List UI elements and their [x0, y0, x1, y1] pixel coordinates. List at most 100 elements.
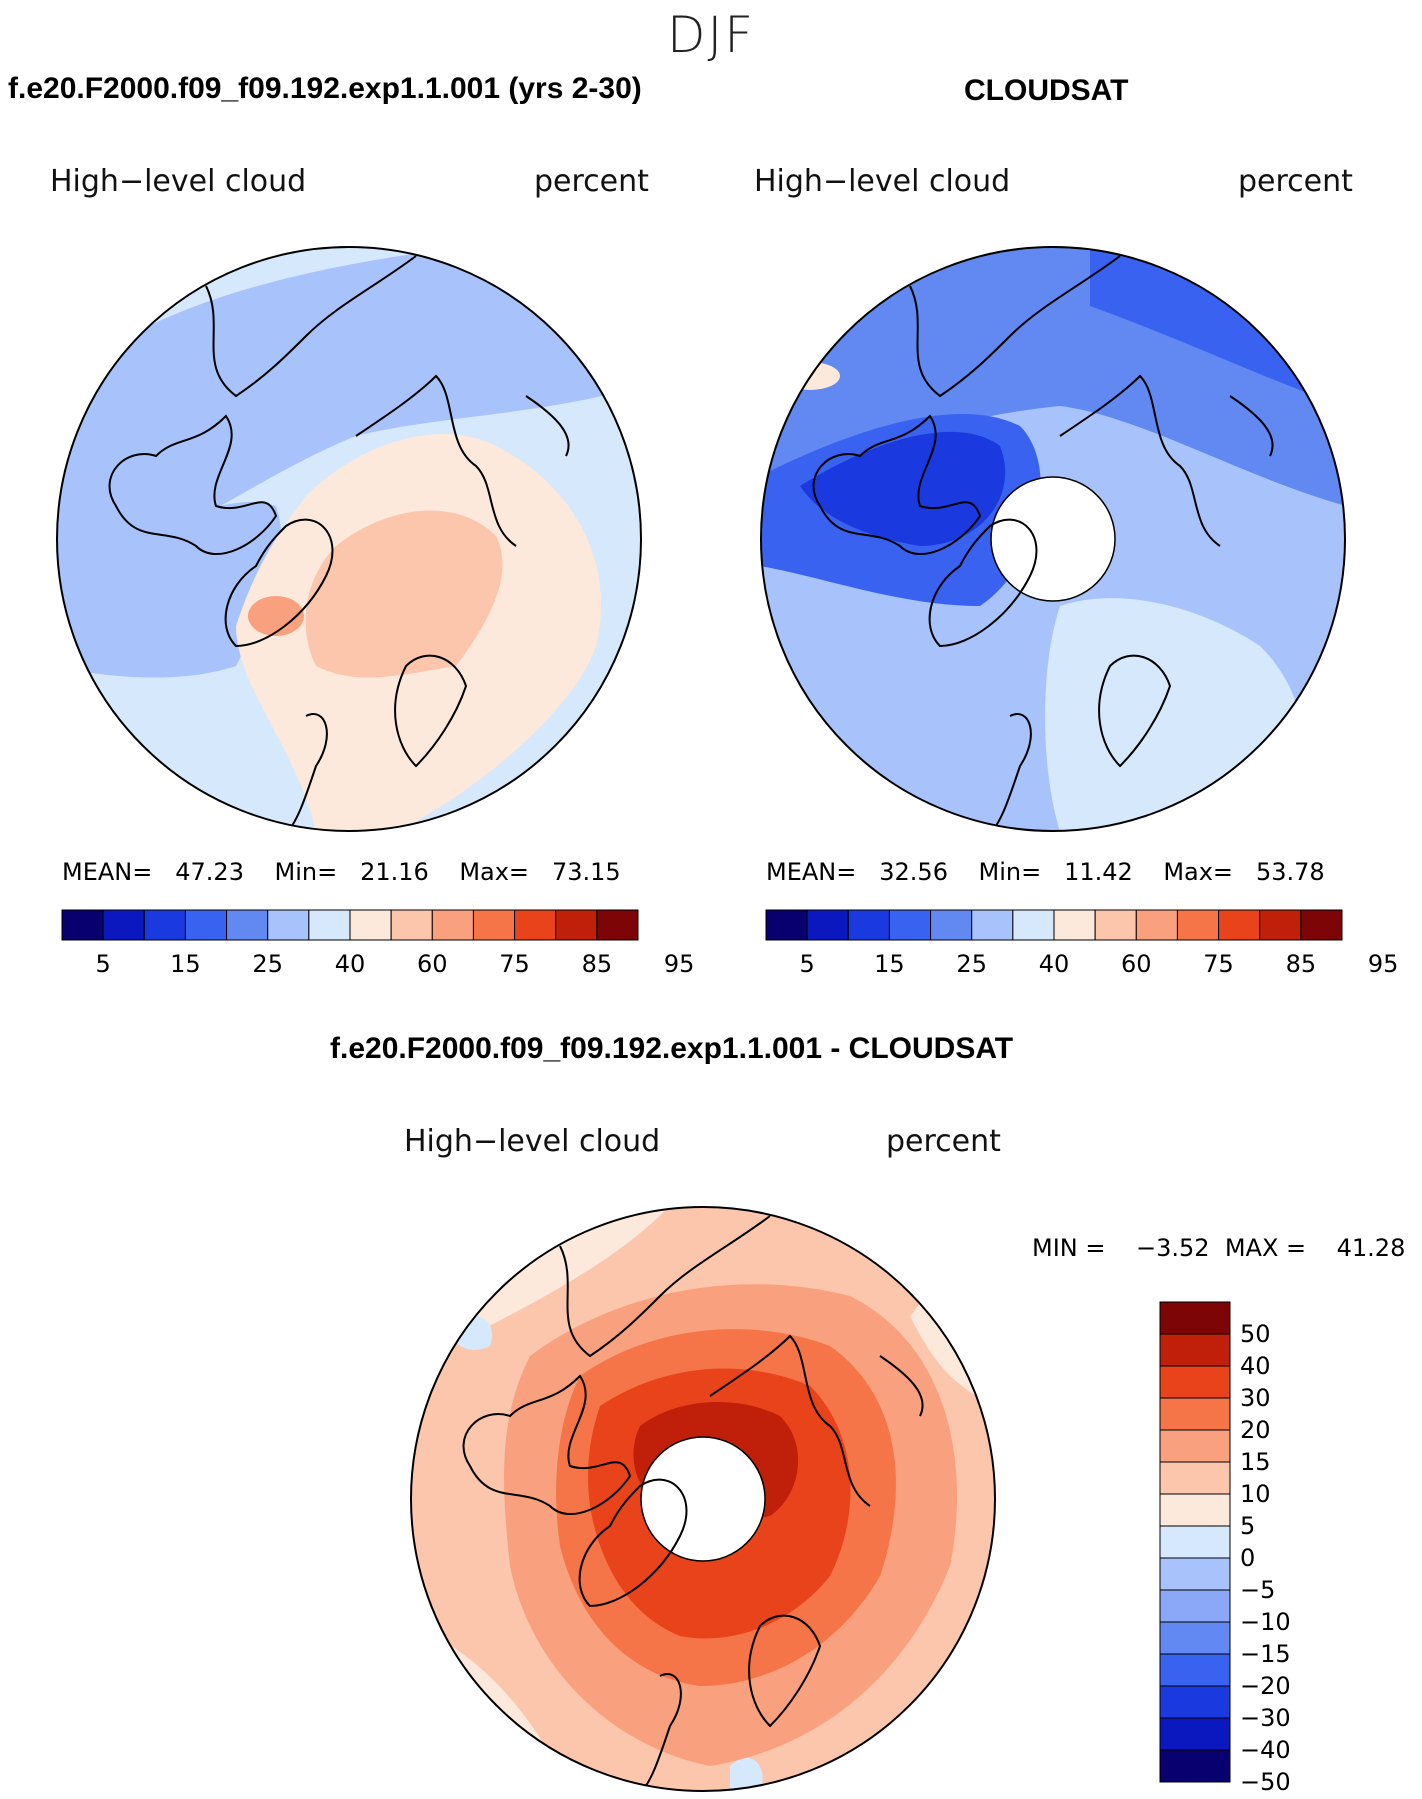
diff-colorbar-tick: 40 [1240, 1352, 1271, 1380]
panel-1-colorbar-tick: 40 [334, 950, 366, 978]
panel-2-title: CLOUDSAT [964, 74, 1129, 107]
panel-2-colorbar-swatch [847, 909, 890, 941]
panel-1-colorbar-ticks: 5 15 25 40 60 75 85 95 [62, 950, 695, 980]
panel-1-colorbar [61, 909, 639, 941]
panel-2-colorbar-tick: 60 [1121, 950, 1152, 978]
panel-2-colorbar-swatch [1300, 909, 1343, 941]
panel-2-colorbar-swatch [1259, 909, 1302, 941]
panel-2-colorbar-swatch [1218, 909, 1261, 941]
diff-colorbar-swatch [1159, 1333, 1231, 1367]
panel-2-mean-value: 32.56 [879, 858, 948, 886]
panel-1-mean-label: MEAN= [62, 858, 153, 886]
panel-2-colorbar-swatch [1053, 909, 1096, 941]
diff-colorbar-swatch [1159, 1461, 1231, 1495]
panel-2-max-value: 53.78 [1255, 858, 1325, 886]
diff-colorbar-swatch [1159, 1525, 1231, 1559]
panel-1-colorbar-tick: 95 [663, 950, 695, 978]
panel-2-colorbar-tick: 25 [956, 950, 987, 978]
panel-2-colorbar-tick: 95 [1367, 950, 1399, 978]
panel-1-max-value: 73.15 [551, 858, 621, 886]
diff-title: f.e20.F2000.f09_f09.192.exp1.1.001 - CLO… [330, 1032, 1014, 1065]
panel-2-colorbar-tick: 40 [1038, 950, 1070, 978]
diff-colorbar-tick: 50 [1240, 1320, 1271, 1348]
diff-colorbar-swatch [1159, 1365, 1231, 1399]
panel-1-colorbar-swatch [431, 909, 474, 941]
panel-1-colorbar-swatch [349, 909, 392, 941]
panel-1-colorbar-tick: 85 [581, 950, 613, 978]
diff-colorbar-tick: −20 [1240, 1672, 1291, 1700]
panel-2-colorbar-tick: 85 [1285, 950, 1317, 978]
panel-1-colorbar-tick: 5 [95, 950, 111, 978]
diff-colorbar-tick: 10 [1240, 1480, 1271, 1508]
panel-1-colorbar-swatch [143, 909, 186, 941]
panel-1-colorbar-tick: 60 [417, 950, 448, 978]
panel-1-colorbar-tick: 75 [499, 950, 530, 978]
diff-max-label: MAX = [1224, 1234, 1307, 1262]
panel-1-colorbar-swatch [226, 909, 269, 941]
panel-1-colorbar-swatch [514, 909, 557, 941]
diff-colorbar-tick: 20 [1240, 1416, 1271, 1444]
diff-colorbar-swatch [1159, 1685, 1231, 1719]
panel-1-title: f.e20.F2000.f09_f09.192.exp1.1.001 (yrs … [8, 72, 642, 105]
panel-2-map [760, 246, 1346, 832]
panel-1-colorbar-swatch [102, 909, 145, 941]
diff-colorbar-swatch [1159, 1717, 1231, 1751]
panel-2-variable: High−level cloud [754, 164, 1011, 199]
diff-colorbar-swatch [1159, 1493, 1231, 1527]
diff-units: percent [886, 1124, 1001, 1159]
panel-2-colorbar-swatch [1094, 909, 1137, 941]
panel-1-colorbar-swatch [61, 909, 104, 941]
panel-1-colorbar-swatch [267, 909, 310, 941]
panel-1-min-label: Min= [274, 858, 338, 886]
diff-colorbar-tick: −50 [1240, 1768, 1291, 1796]
panel-1-map [56, 246, 642, 832]
diff-colorbar [1159, 1301, 1231, 1783]
panel-2-colorbar-swatch [930, 909, 973, 941]
diff-colorbar-swatch [1159, 1621, 1231, 1655]
panel-1-colorbar-swatch [555, 909, 598, 941]
diff-max-value: 41.28 [1336, 1234, 1406, 1262]
panel-1-variable: High−level cloud [50, 164, 307, 199]
panel-1-colorbar-swatch [596, 909, 639, 941]
diff-colorbar-tick: 5 [1240, 1512, 1256, 1540]
season-title: DJF [666, 6, 755, 64]
panel-2-colorbar-swatch [1176, 909, 1220, 941]
diff-colorbar-swatch [1159, 1557, 1231, 1591]
panel-2-colorbar-tick: 5 [799, 950, 815, 978]
panel-2-colorbar-tick: 15 [874, 950, 905, 978]
panel-1-colorbar-swatch [472, 909, 516, 941]
panel-1-mean-value: 47.23 [175, 858, 244, 886]
diff-variable: High−level cloud [404, 1124, 661, 1159]
panel-1-colorbar-tick: 15 [170, 950, 201, 978]
diff-colorbar-swatch [1159, 1429, 1231, 1463]
panel-2-mean-label: MEAN= [766, 858, 857, 886]
diff-colorbar-swatch [1159, 1653, 1231, 1687]
diff-colorbar-swatch [1159, 1301, 1231, 1335]
panel-1-colorbar-swatch [184, 909, 228, 941]
panel-2-min-label: Min= [978, 858, 1042, 886]
diff-colorbar-tick: 15 [1240, 1448, 1271, 1476]
panel-1-colorbar-swatch [308, 909, 351, 941]
panel-2-colorbar-swatch [1135, 909, 1178, 941]
diff-colorbar-swatch [1159, 1749, 1231, 1783]
panel-1-min-value: 21.16 [360, 858, 429, 886]
panel-2-min-value: 11.42 [1064, 858, 1133, 886]
panel-1-units: percent [534, 164, 649, 199]
diff-colorbar-tick: −40 [1240, 1736, 1291, 1764]
panel-2-colorbar [765, 909, 1343, 941]
diff-colorbar-swatch [1159, 1397, 1231, 1431]
panel-1-colorbar-swatch [390, 909, 433, 941]
panel-2-colorbar-swatch [888, 909, 932, 941]
diff-min-value: −3.52 [1136, 1234, 1210, 1262]
panel-2-colorbar-swatch [1012, 909, 1055, 941]
diff-colorbar-tick: 30 [1240, 1384, 1271, 1412]
panel-2-max-label: Max= [1163, 858, 1234, 886]
panel-1-max-label: Max= [459, 858, 530, 886]
diff-colorbar-swatch [1159, 1589, 1231, 1623]
panel-2-colorbar-swatch [765, 909, 808, 941]
diff-colorbar-tick: −5 [1240, 1576, 1276, 1604]
panel-2-colorbar-ticks: 5 15 25 40 60 75 85 95 [766, 950, 1399, 980]
panel-1-colorbar-tick: 25 [252, 950, 283, 978]
panel-2-colorbar-swatch [971, 909, 1014, 941]
diff-colorbar-ticks: 50 40 30 20 15 10 5 0 −5 −10 −15 −20 −30 −40 −50 [1240, 1302, 1340, 1796]
